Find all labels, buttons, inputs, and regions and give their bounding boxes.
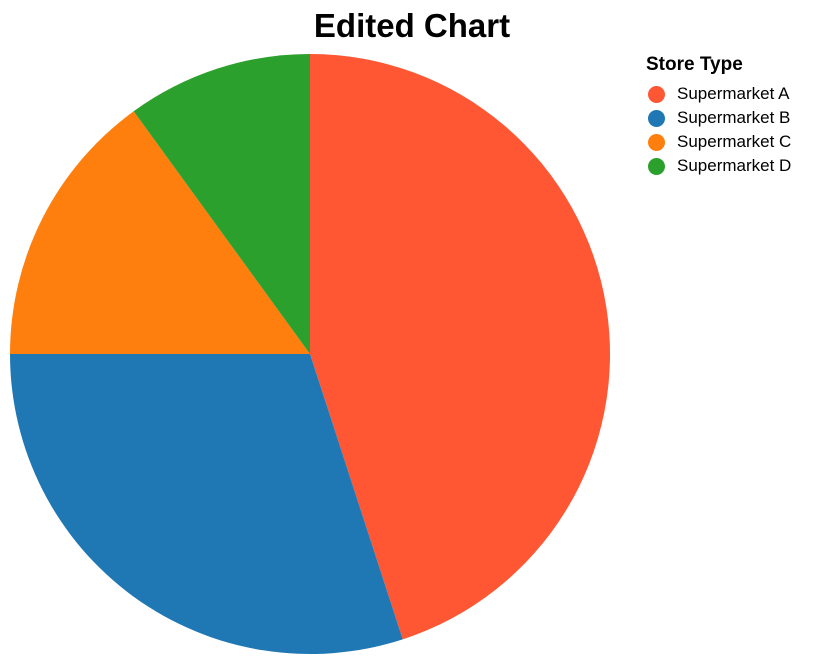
- pie-slice-supermarket-c: [9, 111, 310, 354]
- legend-label: Supermarket C: [677, 132, 792, 151]
- legend-item: Supermarket C: [646, 130, 791, 154]
- pie-slices: [9, 54, 611, 655]
- legend-label: Supermarket B: [677, 108, 791, 127]
- legend-items: Supermarket A Supermarket B Supermarket C S…: [646, 82, 791, 178]
- legend-item: Supermarket D: [646, 154, 791, 178]
- legend-swatch: [648, 85, 665, 103]
- chart-title: Edited Chart: [313, 7, 511, 44]
- legend-swatch: [648, 133, 665, 151]
- pie-slice-supermarket-a: [310, 54, 611, 640]
- legend-swatch: [648, 109, 665, 127]
- legend-label: Supermarket D: [677, 156, 792, 175]
- legend-item: Supermarket B: [646, 106, 791, 130]
- pie-slice-supermarket-b: [9, 354, 403, 655]
- legend-title: Store Type: [646, 54, 743, 75]
- legend-item: Supermarket A: [646, 82, 791, 106]
- legend-swatch: [648, 157, 665, 175]
- legend-label: Supermarket A: [677, 84, 790, 103]
- legend: Store Type Supermarket A Supermarket B Sup…: [646, 54, 791, 178]
- pie-slice-supermarket-d: [133, 54, 310, 354]
